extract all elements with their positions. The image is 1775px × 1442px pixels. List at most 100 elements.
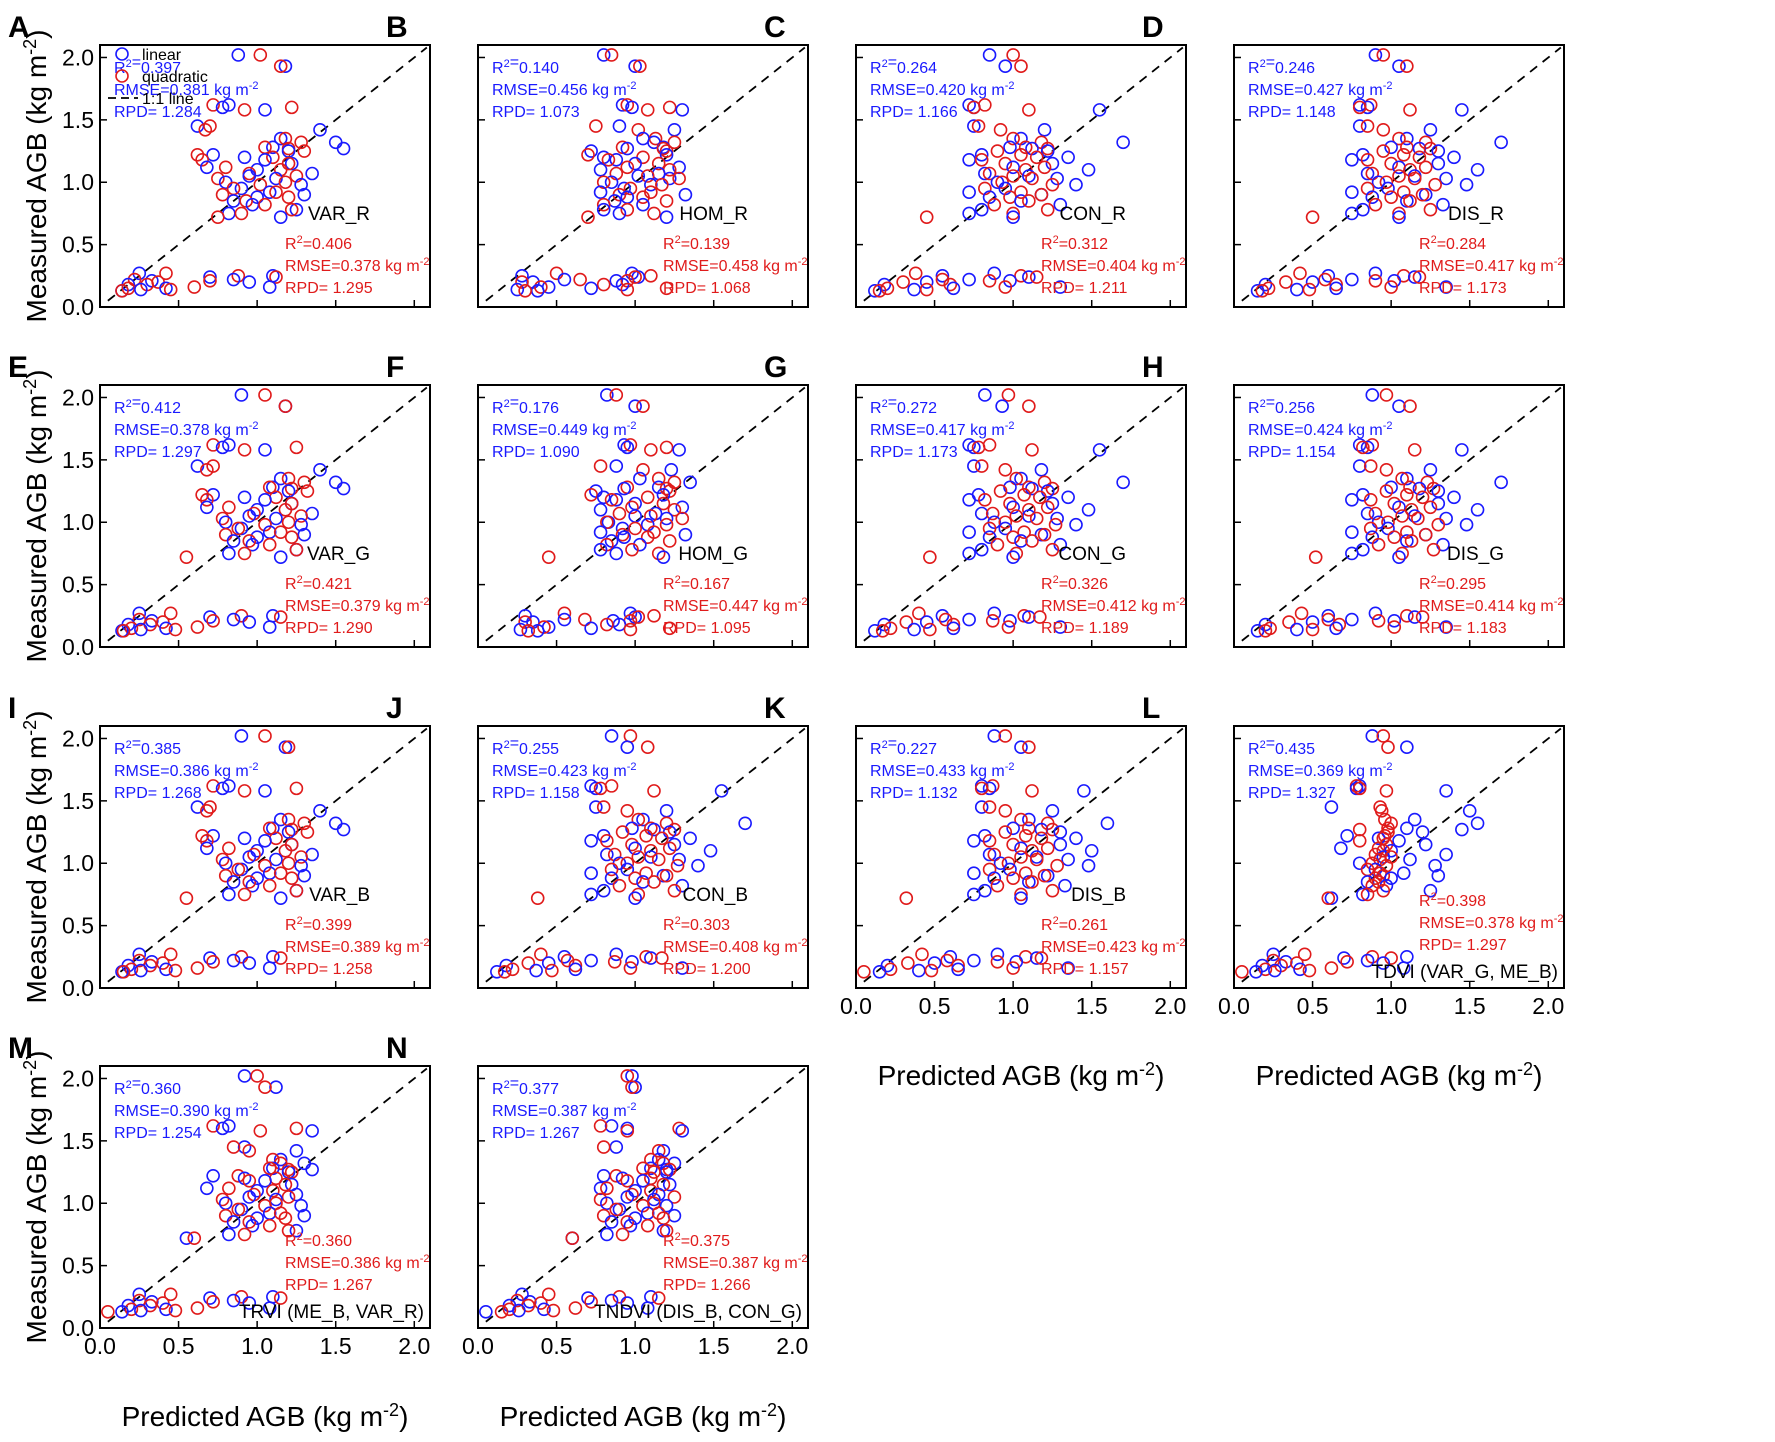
- point-quadratic: [647, 1165, 661, 1179]
- point-linear: [935, 269, 950, 283]
- linear-rpd: RPD= 1.154: [1248, 444, 1336, 461]
- point-linear: [336, 822, 351, 837]
- point-linear: [593, 502, 608, 517]
- point-linear: [222, 779, 236, 793]
- point-quadratic: [640, 490, 655, 505]
- point-quadratic: [258, 858, 272, 873]
- point-quadratic: [640, 530, 655, 545]
- point-linear: [675, 1124, 690, 1138]
- x-tick-label: 0.0: [462, 1333, 494, 1359]
- plot-frame: [477, 725, 809, 989]
- panel-letter: A: [8, 11, 30, 44]
- point-linear: [289, 1144, 304, 1158]
- point-linear: [987, 266, 1002, 281]
- point-quadratic: [289, 440, 304, 455]
- point-linear: [987, 871, 1002, 886]
- point-linear: [1009, 954, 1024, 969]
- quadratic-rmse-value: 0.378: [1475, 915, 1515, 932]
- point-quadratic: [1033, 610, 1047, 624]
- plot-frame: [855, 384, 1187, 648]
- point-linear: [134, 963, 148, 978]
- point-linear: [250, 530, 264, 545]
- point-linear: [593, 542, 608, 557]
- one-to-one-line: [863, 727, 1184, 983]
- point-linear: [584, 621, 598, 636]
- point-linear: [258, 152, 272, 167]
- point-linear: [242, 1296, 257, 1310]
- point-linear: [636, 197, 650, 212]
- linear-rpd-value: 1.284: [162, 104, 202, 121]
- x-tick-label: 0.0: [1218, 993, 1250, 1019]
- point-quadratic: [982, 833, 997, 848]
- panel-i: I 0.0 0.5 1.0 1.5 2.0 R2=0.385 RMSE=0.386 kg m-…: [8, 692, 431, 1001]
- point-linear: [1356, 542, 1370, 557]
- point-quadratic: [990, 954, 1005, 969]
- point-linear: [222, 1227, 236, 1242]
- quadratic-rmse: RMSE=0.458 kg m-2: [663, 256, 808, 275]
- point-quadratic: [651, 156, 666, 171]
- quadratic-rmse-value: 0.412: [1097, 598, 1137, 615]
- point-quadratic: [534, 280, 548, 294]
- point-linear: [982, 781, 997, 796]
- point-linear: [593, 525, 608, 540]
- x-axis-title: Predicted AGB (kg m-2): [878, 1059, 1165, 1091]
- point-quadratic: [198, 123, 213, 137]
- point-linear: [919, 615, 934, 629]
- point-quadratic: [1025, 443, 1039, 457]
- point-linear: [609, 459, 624, 473]
- point-quadratic: [200, 463, 214, 477]
- point-linear: [974, 147, 989, 162]
- panel-e: E 0.0 0.5 1.0 1.5 2.0 R2=0.412 RMSE=0.378 kg m-…: [8, 351, 431, 660]
- point-quadratic: [258, 1080, 272, 1095]
- point-linear: [600, 1227, 614, 1242]
- point-linear: [962, 525, 976, 540]
- point-quadratic: [1006, 961, 1020, 975]
- point-quadratic: [1033, 490, 1047, 505]
- x-axis-title: Predicted AGB (kg m-2): [500, 1400, 787, 1432]
- point-linear: [262, 1301, 277, 1315]
- point-quadratic: [899, 891, 914, 905]
- y-tick-label: 1.5: [62, 447, 94, 473]
- point-linear: [1384, 871, 1398, 886]
- point-quadratic: [640, 1218, 655, 1233]
- quadratic-rmse: RMSE=0.387 kg m-2: [663, 1253, 808, 1272]
- point-quadratic: [1371, 613, 1386, 628]
- point-quadratic: [623, 729, 638, 743]
- point-linear: [1014, 534, 1028, 548]
- point-quadratic: [1412, 270, 1427, 284]
- point-linear: [967, 459, 981, 473]
- point-quadratic: [600, 515, 614, 530]
- feature-label: TNDVI (DIS_B, CON_G): [594, 1302, 802, 1323]
- point-linear: [1334, 841, 1348, 856]
- point-linear: [134, 622, 148, 637]
- linear-rmse-value: 0.378: [170, 422, 210, 439]
- point-linear: [628, 156, 642, 171]
- quadratic-r2-value: 0.303: [690, 917, 730, 934]
- point-quadratic: [1423, 141, 1438, 156]
- point-linear: [297, 1208, 312, 1223]
- point-quadratic: [1006, 169, 1020, 183]
- point-linear: [242, 956, 257, 970]
- linear-rpd: RPD= 1.297: [114, 444, 202, 461]
- point-quadratic: [1404, 534, 1419, 548]
- point-linear: [258, 1173, 272, 1188]
- point-quadratic: [253, 1124, 268, 1138]
- linear-r2-value: 0.140: [519, 60, 559, 77]
- linear-rmse-value: 0.369: [1304, 763, 1344, 780]
- point-quadratic: [1371, 537, 1386, 552]
- point-linear: [218, 515, 233, 530]
- point-linear: [1345, 492, 1359, 507]
- point-quadratic: [880, 281, 895, 296]
- quadratic-r2-value: 0.398: [1446, 893, 1486, 910]
- point-quadratic: [163, 282, 178, 297]
- point-quadratic: [1360, 152, 1375, 167]
- point-quadratic: [589, 119, 603, 133]
- point-linear: [593, 162, 608, 177]
- point-quadratic: [289, 883, 304, 898]
- point-linear: [557, 950, 572, 964]
- point-quadratic: [1040, 500, 1055, 515]
- linear-rmse-value: 0.423: [548, 763, 588, 780]
- point-quadratic: [1006, 48, 1020, 62]
- point-quadratic: [620, 202, 635, 217]
